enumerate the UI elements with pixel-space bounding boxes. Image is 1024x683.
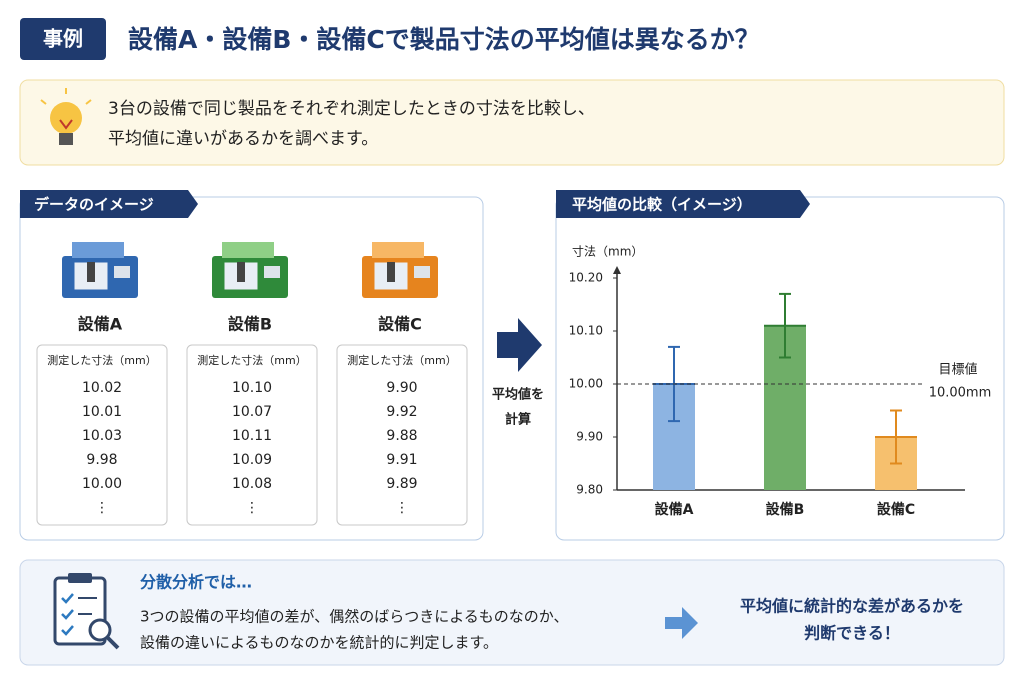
machine-top [222, 242, 274, 258]
machine-panel [264, 266, 280, 278]
machine-top [372, 242, 424, 258]
table-header: 測定した寸法（mm） [47, 353, 156, 367]
panel-title: データのイメージ [34, 196, 154, 214]
footer-box [19, 559, 1005, 666]
table-header: 測定した寸法（mm） [347, 353, 456, 367]
x-tick-label: 設備A [655, 501, 694, 518]
table-cell: 10.09 [232, 452, 272, 468]
table-box [186, 344, 318, 526]
conclusion: 平均値に統計的な差があるかを [740, 597, 964, 616]
table-cell: 10.03 [82, 428, 122, 444]
table-box [36, 344, 168, 526]
y-axis-label: 寸法（mm） [572, 245, 643, 259]
y-tick-label: 10.20 [569, 271, 603, 285]
y-tick-label: 9.90 [576, 430, 603, 444]
clipboard-icon [53, 573, 120, 650]
y-tick-label: 10.00 [569, 377, 603, 391]
table-cell: 10.10 [232, 380, 272, 396]
badge: 事例 [43, 27, 83, 51]
y-tick-label: 10.10 [569, 324, 603, 338]
chart-title: 平均値の比較（イメージ） [572, 196, 752, 214]
table-cell: 9.92 [386, 404, 417, 420]
machine-spindle [87, 262, 95, 282]
table-cell: ⋮ [95, 500, 109, 516]
table-cell: 10.02 [82, 380, 122, 396]
arrow-label: 計算 [505, 412, 531, 428]
table-box [336, 344, 468, 526]
machine-name: 設備C [378, 315, 422, 334]
table-cell: ⋮ [245, 500, 259, 516]
arrow [497, 318, 542, 372]
tab [20, 190, 198, 218]
table-cell: 9.89 [386, 476, 417, 492]
machine-spindle [387, 262, 395, 282]
machine-spindle [237, 262, 245, 282]
x-tick-label: 設備B [766, 501, 805, 518]
table-cell: ⋮ [395, 500, 409, 516]
bulb-icon [40, 88, 92, 145]
table-cell: 10.00 [82, 476, 122, 492]
table-cell: 10.11 [232, 428, 272, 444]
intro-box [19, 79, 1005, 166]
table-cell: 9.88 [386, 428, 417, 444]
machine-panel [114, 266, 130, 278]
table-cell: 9.98 [86, 452, 117, 468]
machine-name: 設備B [228, 315, 272, 334]
y-tick-label: 9.80 [576, 483, 603, 497]
machines: 設備A 測定した寸法（mm） 10.02 10.01 10.03 9.98 10.00 ⋮ 設備… [36, 242, 468, 526]
table-cell: 10.08 [232, 476, 272, 492]
arrow-label: 平均値を [492, 387, 544, 403]
table-cell: 9.90 [386, 380, 417, 396]
reference-value: 10.00mm [929, 386, 992, 401]
chart: 9.80 9.90 10.00 10.10 10.20 設備A 設備B 設備C 目標値 10.00… [569, 266, 992, 518]
reference-label: 目標値 [938, 362, 977, 378]
conclusion: 判断できる！ [804, 624, 900, 643]
table-cell: 10.07 [232, 404, 272, 420]
y-axis-arrow [613, 266, 621, 274]
page-title: 設備A・設備B・設備Cで製品寸法の平均値は異なるか？ [128, 25, 760, 54]
footer-arrow [665, 607, 698, 639]
table-cell: 10.01 [82, 404, 122, 420]
footer-line: 3つの設備の平均値の差が、偶然のばらつきによるものなのか、 [140, 608, 569, 626]
intro-line: 平均値に違いがあるかを調べます。 [108, 129, 378, 149]
badge-bg [20, 18, 106, 60]
machine-panel [414, 266, 430, 278]
table-header: 測定した寸法（mm） [197, 353, 306, 367]
x-tick-label: 設備C [877, 501, 915, 518]
table-cell: 9.91 [386, 452, 417, 468]
machine-name: 設備A [78, 315, 123, 334]
machine-top [72, 242, 124, 258]
intro-line: 3台の設備で同じ製品をそれぞれ測定したときの寸法を比較し、 [108, 99, 595, 119]
tab [556, 190, 810, 218]
footer-line: 設備の違いによるものなのかを統計的に判定します。 [140, 634, 498, 652]
footer-heading: 分散分析では… [140, 573, 252, 592]
